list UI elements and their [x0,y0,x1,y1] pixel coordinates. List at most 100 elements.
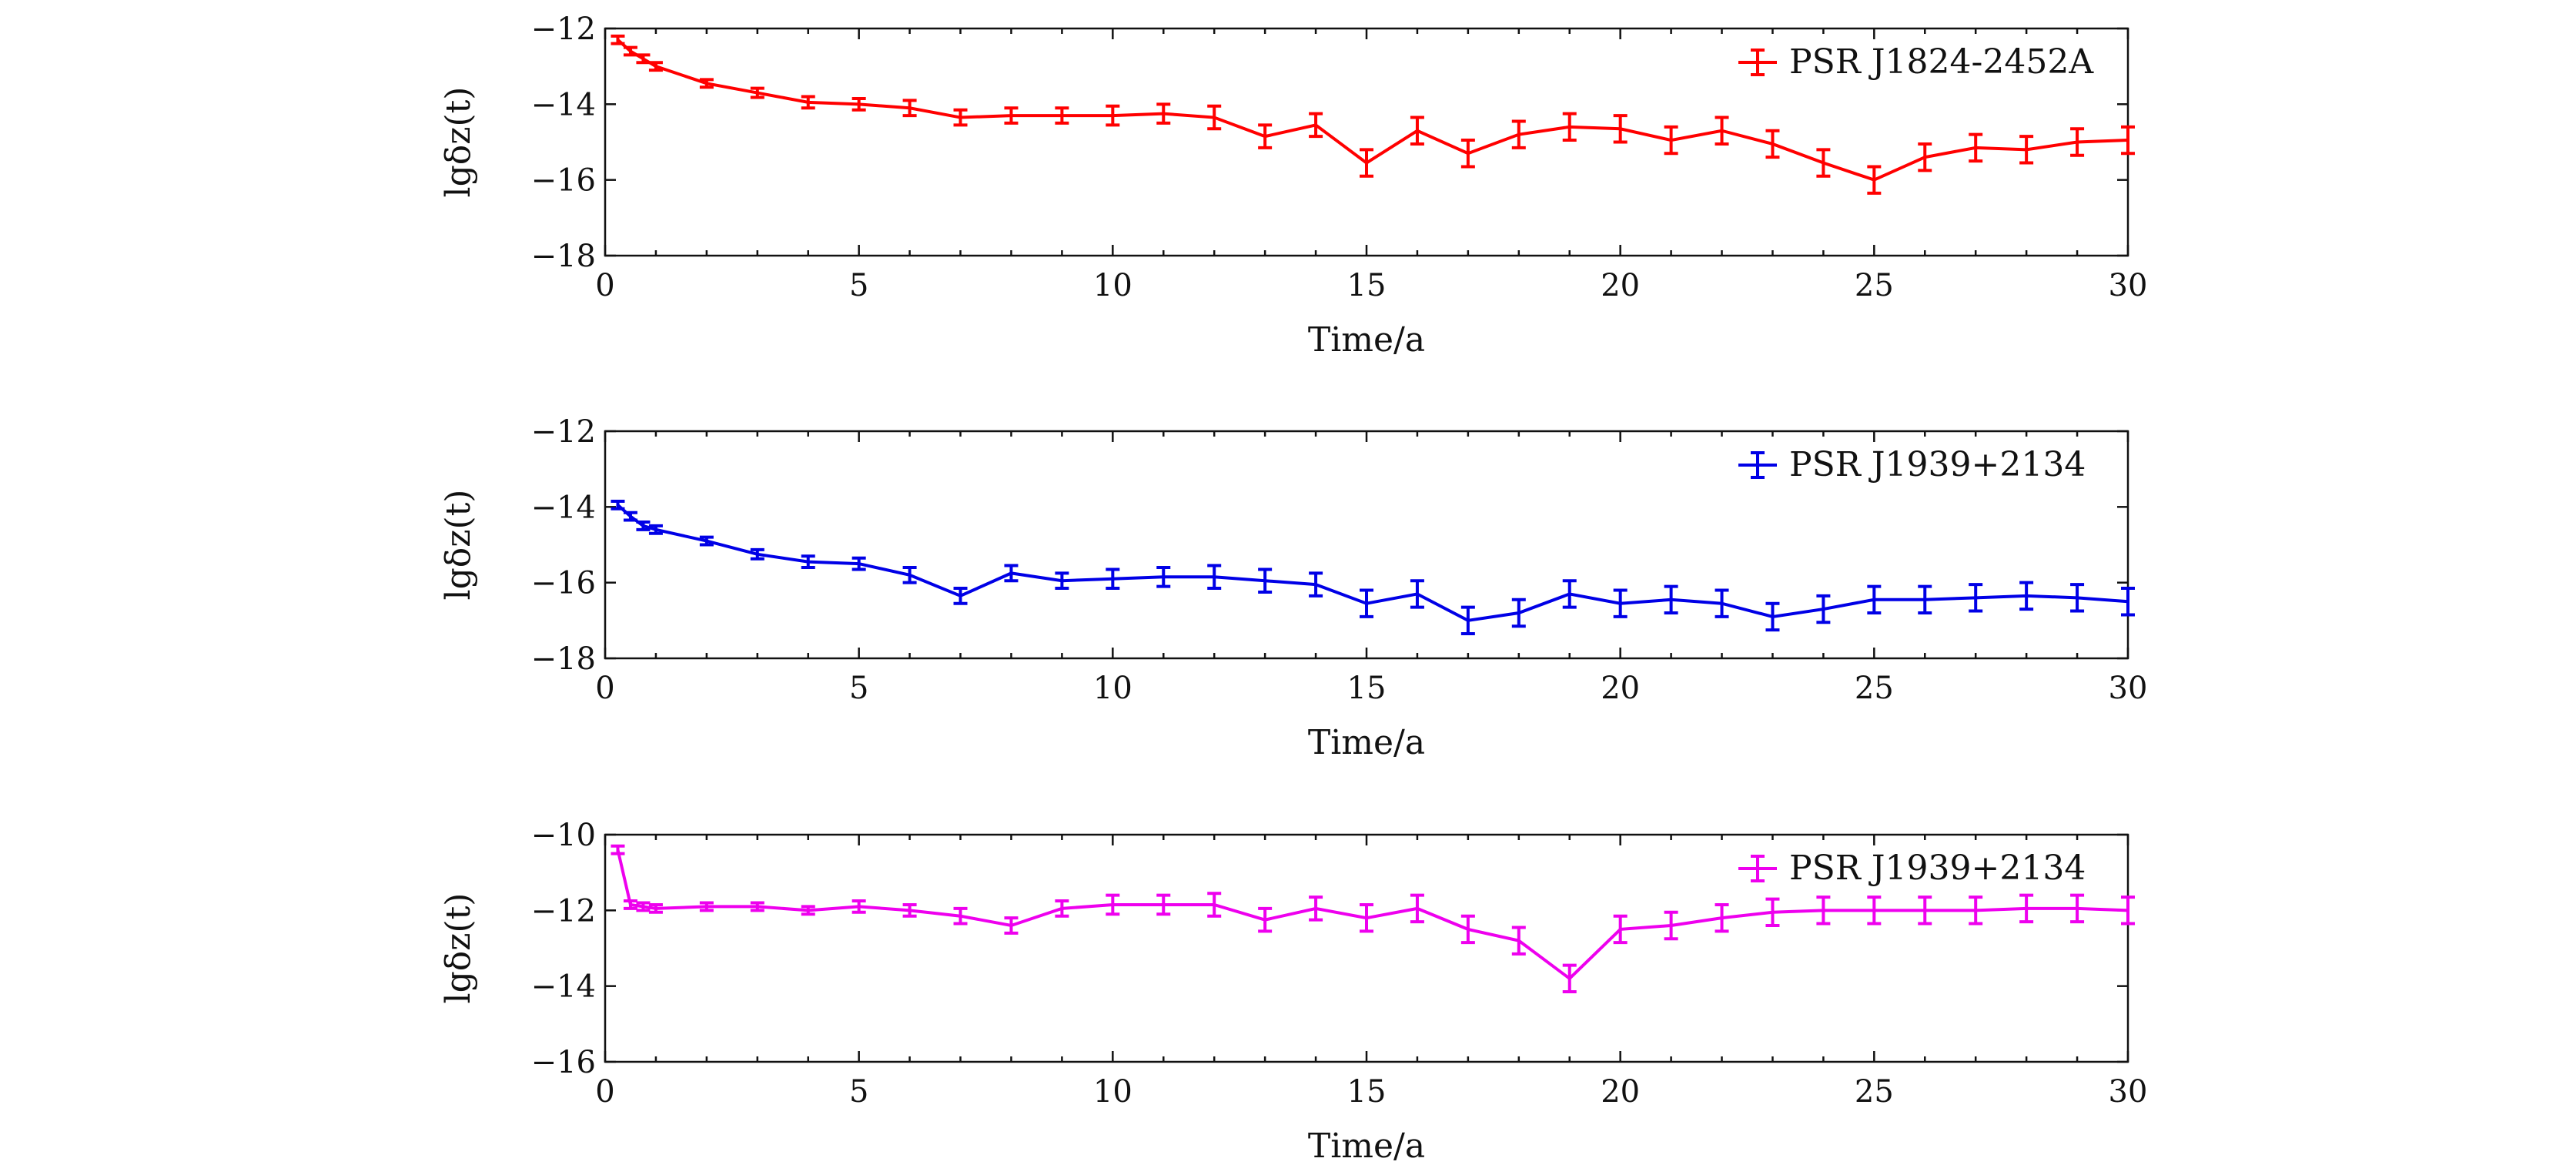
error-bar [1360,148,1373,178]
error-bar [851,96,866,112]
x-tick-label: 0 [595,1074,614,1110]
y-tick-label: −12 [531,414,596,450]
error-bar [1867,584,1882,614]
error-bar [1969,132,1983,163]
error-bar [636,521,651,531]
error-bar [1156,566,1171,588]
series-line [617,504,2129,622]
error-bar [1360,588,1373,618]
error-bar [1156,102,1171,125]
y-axis-label: lgδz(t) [439,87,478,198]
x-tick-label: 30 [2109,268,2148,303]
error-bar [2019,893,2034,924]
error-bar [953,906,968,926]
error-bar [1511,598,1526,628]
error-bar [750,86,764,99]
error-bar [1106,567,1120,591]
error-bar [1765,897,1780,927]
x-tick-label: 0 [595,671,614,706]
x-axis-label: Time/a [1308,320,1425,360]
x-tick-label: 30 [2109,671,2148,706]
legend-label: PSR J1939+2134 [1789,445,2086,484]
error-bar [1715,115,1729,146]
y-tick-label: −14 [531,969,596,1005]
y-tick-label: −14 [531,87,596,122]
error-bar [2070,127,2085,157]
error-bar [1156,893,1171,916]
error-bar [1511,926,1526,956]
error-bar [1715,588,1729,618]
x-tick-label: 0 [595,268,614,303]
y-tick-label: −18 [531,239,596,274]
error-bar [1613,588,1628,618]
y-tick-label: −16 [531,163,596,199]
error-bar [1460,139,1475,169]
error-bar [1918,895,1932,926]
y-tick-label: −16 [531,1045,596,1080]
chart-panel-3: 0 5 10 15 20 25 30 −10 −12 −14 −16 Time/a lgδz(t) PSR… [439,818,2147,1166]
error-bar [1613,114,1628,144]
chart-panel-2: 0 5 10 15 20 25 30 −12 −14 −16 −18 Time/a lgδz(t) PSR… [439,414,2147,762]
error-bar [1562,112,1577,142]
y-tick-label: −18 [531,641,596,677]
error-bar [1004,564,1019,583]
error-bar [2121,587,2135,617]
error-bar [1460,914,1475,945]
error-bar [1460,605,1475,636]
error-bar [750,547,764,561]
error-bar [1258,567,1273,594]
error-bar [1511,119,1526,149]
x-tick-label: 10 [1093,671,1132,706]
error-bar [648,524,663,535]
error-bar [1207,104,1222,131]
error-bar [1867,895,1882,926]
error-bar [611,499,625,511]
error-bar [2121,125,2135,156]
error-bar [2121,895,2135,926]
error-bar [1613,914,1628,945]
error-bar [1969,895,1983,926]
error-bar [801,95,815,110]
legend-entry: PSR J1939+2134 [1738,445,2086,484]
error-bar [1309,112,1323,139]
error-bar [623,511,637,522]
x-tick-label: 30 [2109,1074,2148,1110]
error-bar [611,844,625,855]
x-tick-label: 5 [849,268,868,303]
error-bar [623,45,637,57]
error-bar [1765,601,1780,632]
error-bar [699,901,714,912]
error-bar [1055,899,1069,918]
x-tick-label: 5 [849,1074,868,1110]
error-bar [1867,165,1882,195]
y-tick-label: −10 [531,818,596,853]
error-bar [611,34,625,45]
y-axis-label: lgδz(t) [439,490,478,601]
error-bar [1816,895,1831,926]
x-tick-label: 10 [1093,268,1132,303]
error-bar [902,99,917,118]
x-tick-label: 25 [1855,1074,1894,1110]
x-tick-label: 10 [1093,1074,1132,1110]
legend-entry: PSR J1824-2452A [1738,42,2094,82]
error-bar [1004,916,1019,935]
error-bar [1664,125,1678,156]
x-tick-label: 15 [1347,268,1387,303]
error-bar [1004,106,1019,125]
x-tick-label: 5 [849,671,868,706]
error-bar [2070,893,2085,924]
error-bar [1816,148,1831,178]
error-bar [636,53,651,65]
error-bar [1106,893,1120,916]
error-bar [2070,583,2085,613]
error-bar [750,901,764,912]
error-bar [1106,104,1120,127]
error-bar [801,905,815,916]
error-bar [1969,583,1983,613]
error-bar [1055,571,1069,591]
error-bar [1309,895,1323,922]
error-bar [1258,123,1273,149]
x-tick-label: 20 [1601,1074,1640,1110]
error-bar [623,899,637,910]
error-bar [851,556,866,571]
